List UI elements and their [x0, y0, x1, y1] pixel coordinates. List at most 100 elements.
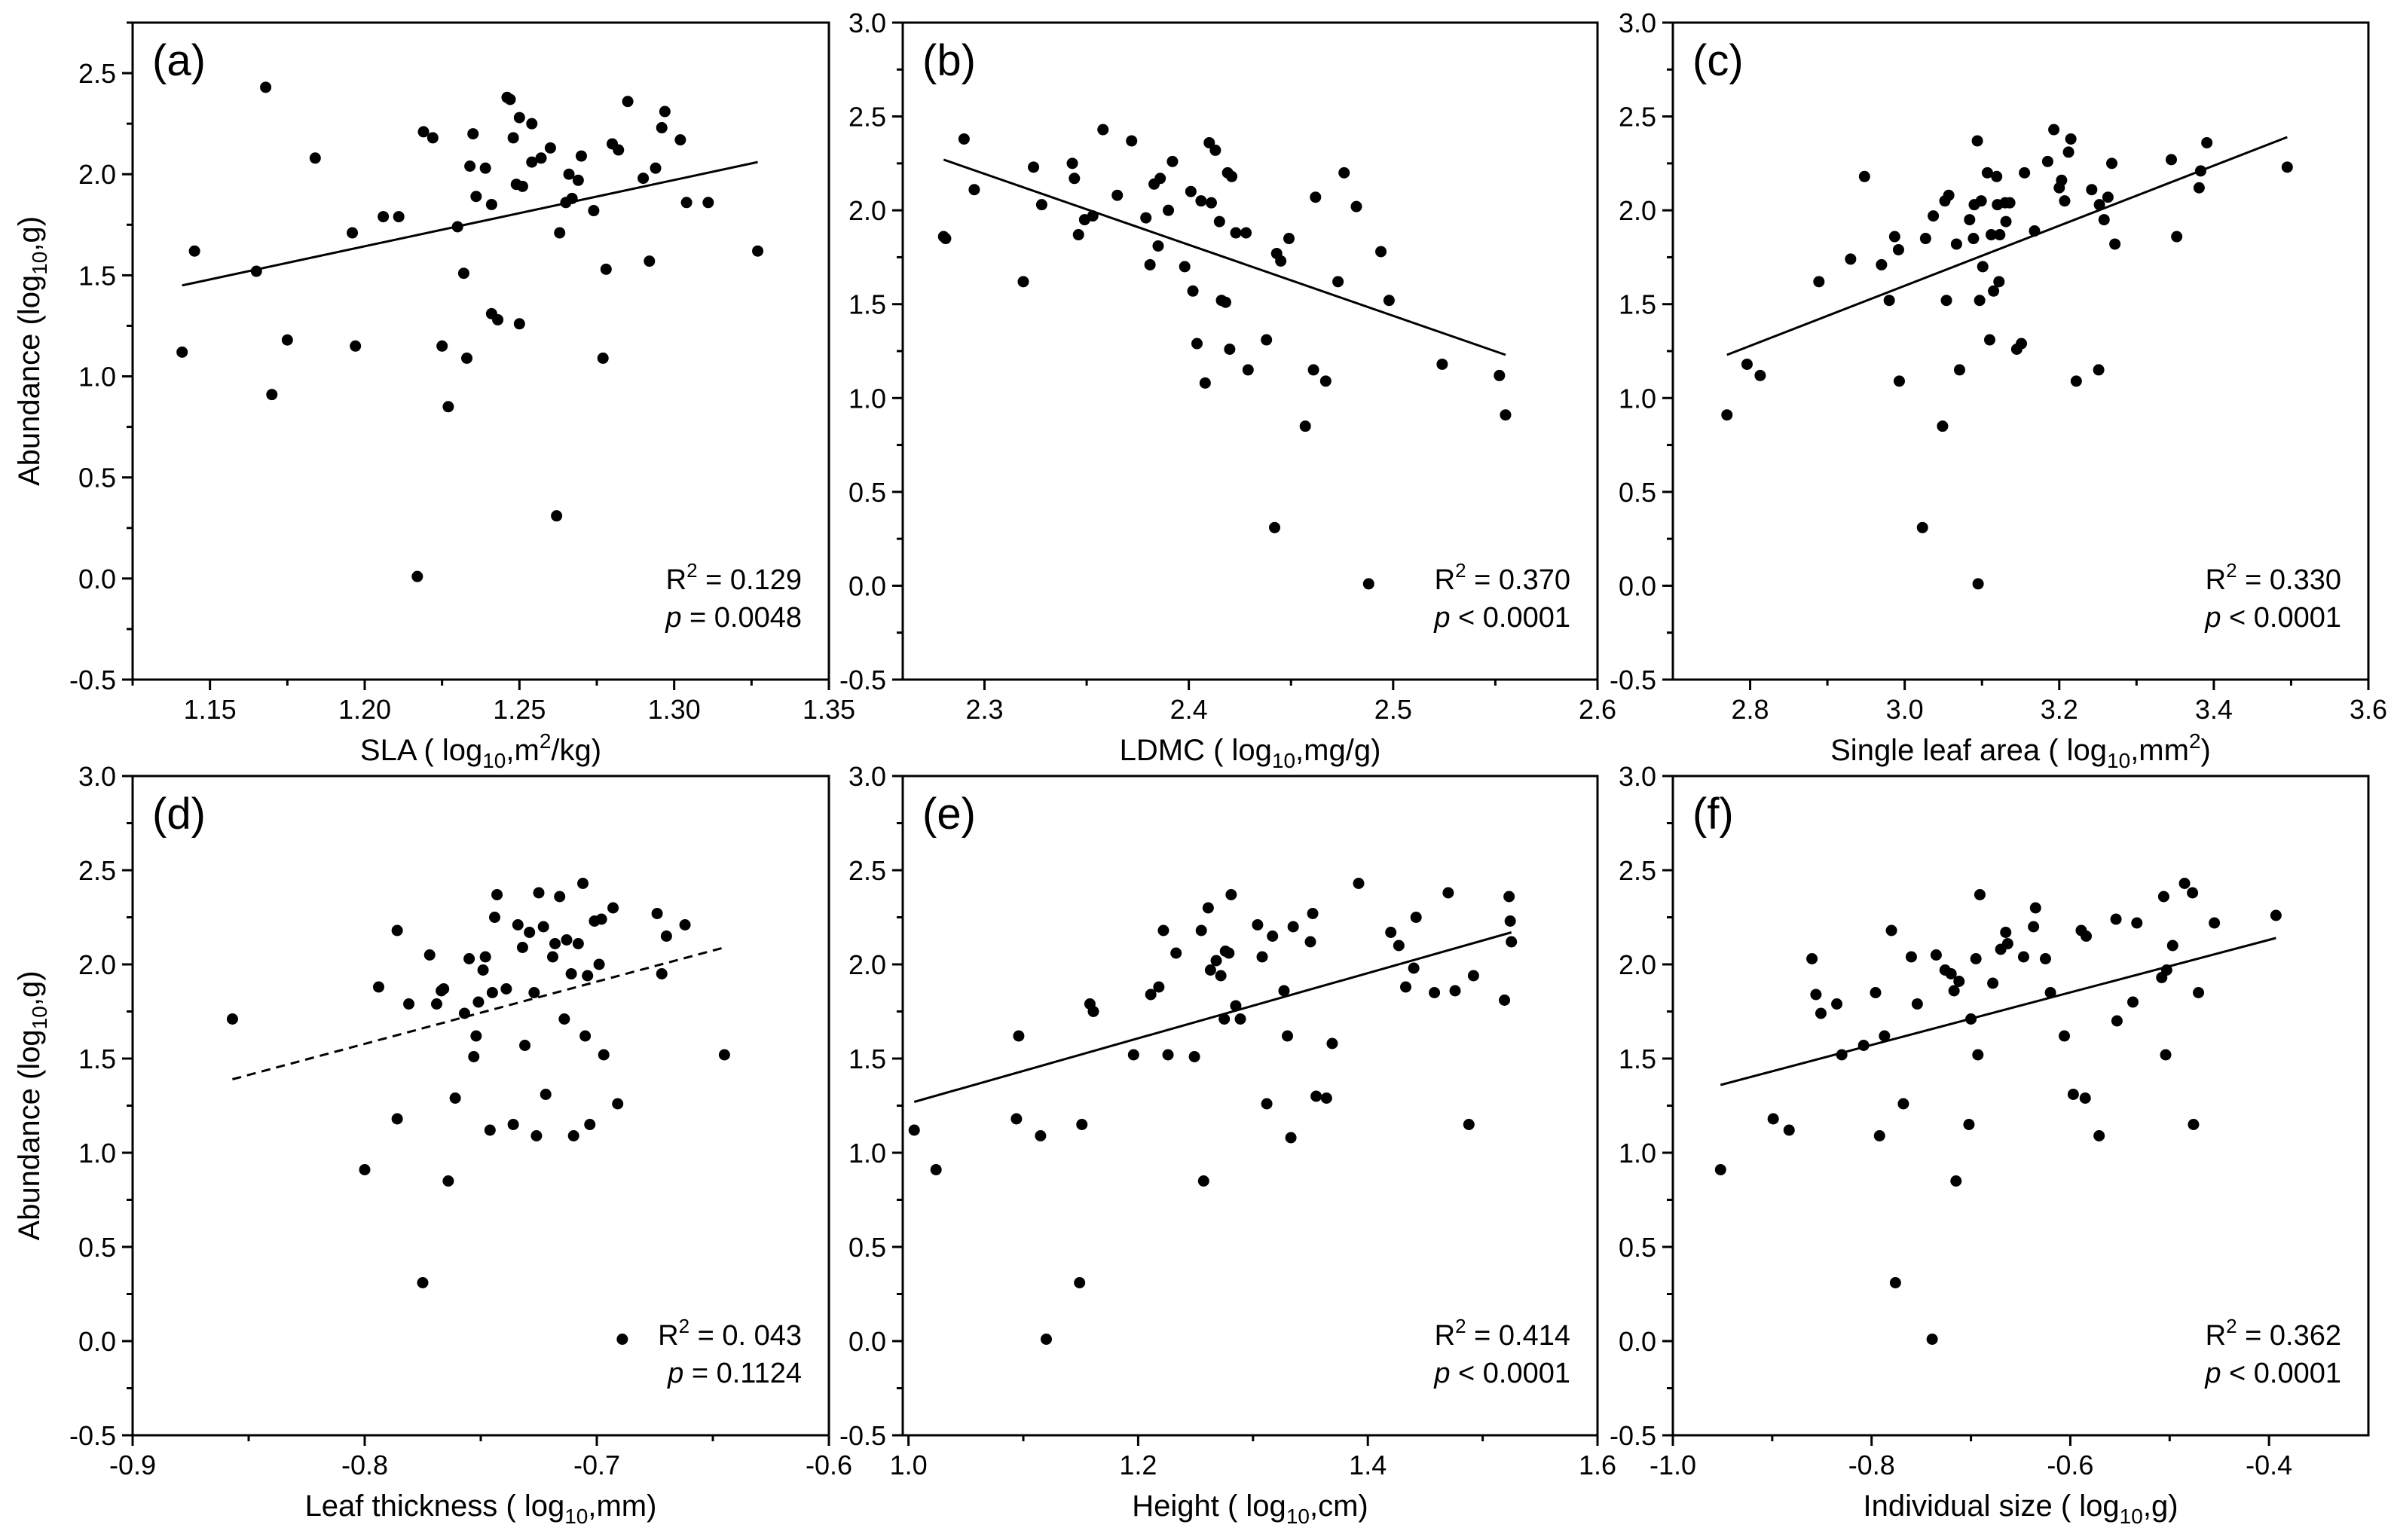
data-point [2039, 953, 2051, 964]
r2-superscript: 2 [686, 559, 697, 582]
data-point [1463, 1119, 1475, 1130]
r-squared-text: R2 = 0.414 [1435, 1315, 1570, 1352]
y-tick-label: 0.0 [78, 564, 116, 594]
data-point [1408, 962, 1420, 974]
data-point [546, 951, 558, 963]
x-axis-label-post: /kg) [551, 734, 601, 767]
data-point [1252, 919, 1264, 930]
y-tick-label: -0.5 [1610, 1420, 1656, 1451]
r2-superscript: 2 [1455, 1315, 1466, 1337]
data-point [616, 1334, 628, 1345]
data-point [1964, 214, 1976, 226]
data-point [1157, 924, 1169, 937]
data-point [1066, 157, 1078, 170]
data-point [451, 221, 463, 233]
data-point [492, 313, 504, 325]
data-point [417, 1277, 429, 1288]
panel-label: (d) [152, 790, 206, 839]
y-tick-label: 0.0 [1619, 1326, 1656, 1357]
panel-b: 2.3 2.4 2.5 2.6 -0.5 0.0 0.5 1.0 1.5 2.0 2.5 3.0 (b)… [839, 8, 1616, 772]
data-point [1870, 987, 1882, 998]
data-point [679, 919, 691, 930]
x-tick-label: 2.4 [1170, 694, 1208, 725]
y-tick-label: 0.5 [1619, 1232, 1656, 1263]
x-tick-label: -0.6 [806, 1450, 852, 1480]
y-tick-label: -0.5 [69, 665, 116, 695]
data-point [1338, 167, 1350, 179]
data-point [1261, 334, 1273, 346]
data-point [650, 162, 662, 174]
y-tick-label: 0.5 [848, 1232, 886, 1263]
data-point [1223, 947, 1235, 959]
data-point [1911, 998, 1923, 1010]
data-point [347, 227, 359, 239]
data-point [188, 245, 200, 257]
y-tick-label: 0.0 [1619, 570, 1656, 601]
data-point [484, 1124, 496, 1136]
data-point [2165, 154, 2177, 166]
p-symbol: p [2204, 602, 2221, 634]
data-point [2194, 165, 2206, 177]
y-tick-label: 1.5 [848, 289, 886, 320]
data-point [1429, 987, 1441, 998]
r2-symbol: R [2206, 1320, 2226, 1352]
y-tick-label: 2.0 [848, 949, 886, 980]
y-tick-label: 0.5 [1619, 477, 1656, 508]
data-point [1010, 1113, 1023, 1125]
data-point [1857, 1040, 1870, 1051]
data-point [1195, 924, 1207, 937]
x-tick-label: 2.5 [1374, 694, 1412, 725]
data-point [1410, 912, 1422, 923]
p-symbol: p [665, 602, 681, 634]
data-point [1087, 210, 1099, 222]
data-point [1185, 185, 1197, 197]
y-tick-label: 0.5 [848, 477, 886, 508]
x-axis-label-pre: LDMC ( log [1120, 734, 1272, 767]
data-point [1204, 964, 1216, 976]
x-axis-label-pre: Leaf thickness ( log [305, 1490, 565, 1523]
data-point [403, 998, 415, 1010]
panel-f: -1.0 -0.8 -0.6 -0.4 -0.5 0.0 0.5 1.0 1.5 2.0 2.5 3.… [1610, 761, 2370, 1528]
data-point [2000, 927, 2012, 938]
r-squared-text: R2 = 0.330 [2206, 559, 2341, 596]
data-point [1145, 988, 1157, 1001]
data-point [1069, 173, 1081, 185]
data-point [1282, 1030, 1294, 1042]
data-point [2188, 1119, 2200, 1130]
y-tick-label: 0.5 [78, 463, 116, 493]
data-point [622, 96, 634, 108]
data-point [359, 1164, 371, 1175]
data-point [1836, 1049, 1848, 1061]
x-tick-label: -0.6 [2047, 1450, 2093, 1480]
data-point [2017, 951, 2029, 963]
data-point [1040, 1334, 1052, 1345]
data-point [2109, 238, 2121, 250]
data-point [513, 318, 525, 330]
p-value-text: p = 0.1124 [667, 1358, 802, 1389]
y-tick-label: 1.5 [848, 1043, 886, 1074]
data-point [651, 908, 663, 919]
data-point [486, 987, 498, 998]
data-point [485, 198, 497, 210]
data-point [561, 934, 573, 946]
data-point [281, 334, 293, 346]
y-tick-label: 1.5 [78, 260, 116, 291]
data-point [1230, 1000, 1242, 1012]
data-point [458, 1007, 470, 1019]
data-point [540, 1089, 552, 1100]
data-point [968, 184, 980, 196]
x-tick-label: 1.25 [493, 694, 546, 725]
panel-label: (b) [922, 36, 976, 85]
r2-superscript: 2 [679, 1315, 689, 1337]
data-point [572, 174, 584, 186]
data-point [524, 927, 536, 938]
data-point [468, 1051, 480, 1062]
data-point [2028, 921, 2040, 933]
data-point [1304, 936, 1316, 948]
x-axis-label: Leaf thickness ( log10,mm) [305, 1490, 657, 1528]
x-axis-label-sub: 10 [1272, 749, 1295, 772]
data-point [1858, 170, 1870, 182]
y-tick-label: 1.0 [848, 1138, 886, 1169]
data-point [1965, 1013, 1977, 1025]
data-point [1813, 276, 1825, 288]
